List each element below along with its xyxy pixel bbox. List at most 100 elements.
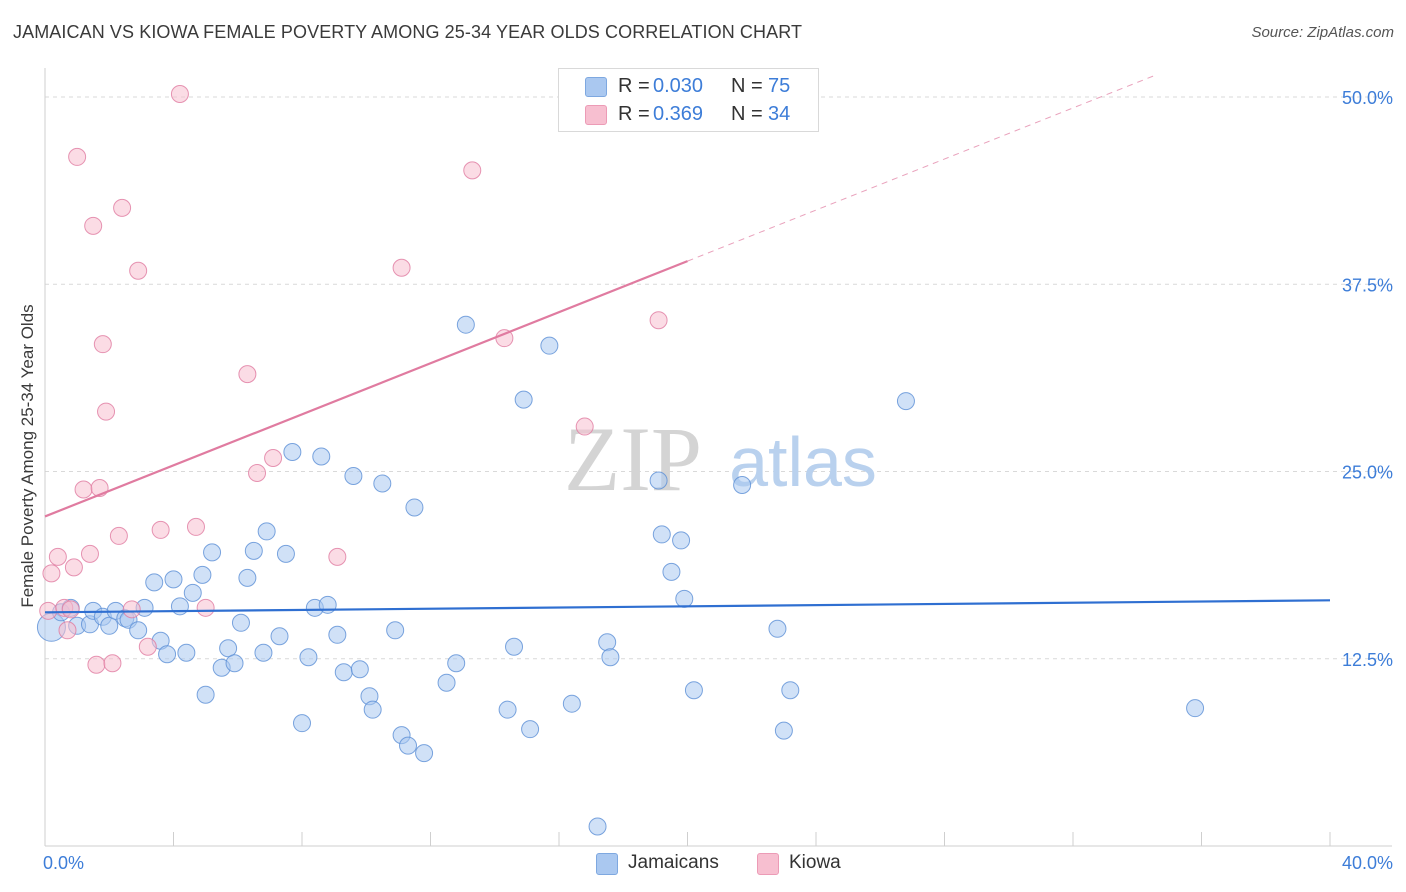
- legend-label-jamaicans: Jamaicans: [628, 852, 719, 873]
- jamaicans-point: [896, 392, 915, 411]
- jamaicans-point: [498, 700, 517, 719]
- legend-n-value: 34: [768, 103, 791, 125]
- watermark: ZIP atlas: [564, 408, 877, 510]
- jamaicans-point: [562, 694, 581, 713]
- jamaicans-point: [386, 621, 405, 640]
- jamaicans-point: [196, 685, 215, 704]
- jamaicans-point: [768, 619, 787, 638]
- jamaicans-point: [193, 565, 212, 584]
- kiowa-point: [649, 311, 668, 330]
- legend-r-label: R =: [618, 75, 650, 97]
- y-tick-label: 25.0%: [1342, 463, 1393, 483]
- trend-lines: [44, 75, 1331, 614]
- legend-n-label: N =: [731, 103, 763, 125]
- kiowa-point: [129, 261, 148, 280]
- legend-swatch-kiowa: [757, 853, 779, 875]
- legend-r-label: R =: [618, 103, 650, 125]
- kiowa-point: [39, 601, 58, 620]
- kiowa-point: [103, 654, 122, 673]
- kiowa-point: [186, 517, 205, 536]
- jamaicans-point: [652, 525, 671, 544]
- jamaicans-point: [244, 541, 263, 560]
- legend-n-label: N =: [731, 75, 763, 97]
- kiowa-point: [151, 520, 170, 539]
- kiowa-point: [196, 598, 215, 617]
- kiowa-point: [109, 526, 128, 545]
- axes: [44, 68, 1392, 847]
- jamaicans-point: [456, 315, 475, 334]
- kiowa-point: [238, 365, 257, 384]
- jamaicans-point: [733, 475, 752, 494]
- jamaicans-point: [257, 522, 276, 541]
- stats-legend: R = 0.030 N = 75 R = 0.369 N = 34: [558, 68, 819, 132]
- jamaicans-point: [270, 627, 289, 646]
- jamaicans-point: [598, 633, 617, 652]
- kiowa-trend-line: [44, 260, 688, 518]
- kiowa-point: [328, 547, 347, 566]
- source-label: Source: ZipAtlas.com: [1251, 24, 1394, 41]
- jamaicans-point: [293, 714, 311, 733]
- jamaicans-point: [203, 543, 222, 562]
- jamaicans-point: [399, 736, 418, 755]
- y-tick-label: 50.0%: [1342, 88, 1393, 108]
- jamaicans-point: [672, 531, 691, 550]
- kiowa-point: [575, 417, 594, 436]
- jamaicans-point: [183, 583, 202, 602]
- y-tick-label: 12.5%: [1342, 650, 1393, 670]
- jamaicans-point: [170, 597, 189, 616]
- legend-r-value: 0.030: [653, 75, 704, 97]
- kiowa-point: [170, 85, 189, 104]
- jamaicans-point: [254, 643, 273, 662]
- tick-labels: 12.5% 25.0% 37.5% 50.0% 0.0% 40.0%: [43, 88, 1393, 873]
- kiowa-point: [248, 463, 267, 482]
- kiowa-point: [93, 335, 112, 354]
- legend-r-value: 0.369: [653, 103, 704, 125]
- jamaicans-point: [283, 443, 302, 462]
- jamaicans-point: [164, 570, 183, 589]
- jamaicans-point: [415, 744, 434, 763]
- jamaicans-point: [684, 681, 703, 700]
- legend-n-value: 75: [768, 75, 791, 97]
- jamaicans-point: [1186, 699, 1205, 718]
- jamaicans-point: [601, 648, 620, 667]
- x-tick-label: 40.0%: [1342, 853, 1393, 873]
- kiowa-point: [97, 402, 116, 421]
- kiowa-point: [122, 600, 141, 619]
- jamaicans-point: [225, 654, 244, 673]
- jamaicans-point: [350, 660, 369, 679]
- jamaicans-point: [129, 621, 148, 640]
- legend-swatch-kiowa: [585, 105, 607, 125]
- jamaicans-point: [373, 474, 392, 493]
- jamaicans-point: [662, 562, 681, 581]
- jamaicans-point: [505, 637, 524, 656]
- jamaicans-point: [521, 720, 540, 739]
- legend-swatch-jamaicans: [585, 77, 607, 97]
- kiowa-point: [138, 637, 157, 656]
- kiowa-point: [113, 198, 132, 217]
- jamaicans-point: [405, 498, 424, 517]
- kiowa-point: [84, 216, 103, 235]
- jamaicans-trend-line: [44, 599, 1331, 614]
- kiowa-point: [58, 621, 77, 640]
- jamaicans-point: [158, 645, 177, 664]
- jamaicans-point: [363, 700, 382, 719]
- jamaicans-point: [447, 654, 466, 673]
- jamaicans-point: [649, 471, 668, 490]
- kiowa-point: [64, 558, 83, 577]
- y-tick-label: 37.5%: [1342, 275, 1393, 295]
- kiowa-point: [48, 547, 67, 566]
- kiowa-point: [74, 480, 93, 499]
- kiowa-point: [42, 564, 61, 583]
- jamaicans-point: [231, 613, 250, 632]
- kiowa-point: [87, 655, 106, 674]
- jamaicans-point: [514, 390, 533, 409]
- jamaicans-point: [177, 643, 196, 662]
- jamaicans-point: [328, 625, 347, 644]
- jamaicans-point: [238, 568, 257, 587]
- jamaicans-point: [781, 681, 800, 700]
- jamaicans-point: [276, 544, 295, 563]
- jamaicans-point: [675, 589, 694, 608]
- jamaicans-point: [344, 466, 363, 485]
- x-tick-label: 0.0%: [43, 853, 84, 873]
- kiowa-point: [68, 147, 87, 166]
